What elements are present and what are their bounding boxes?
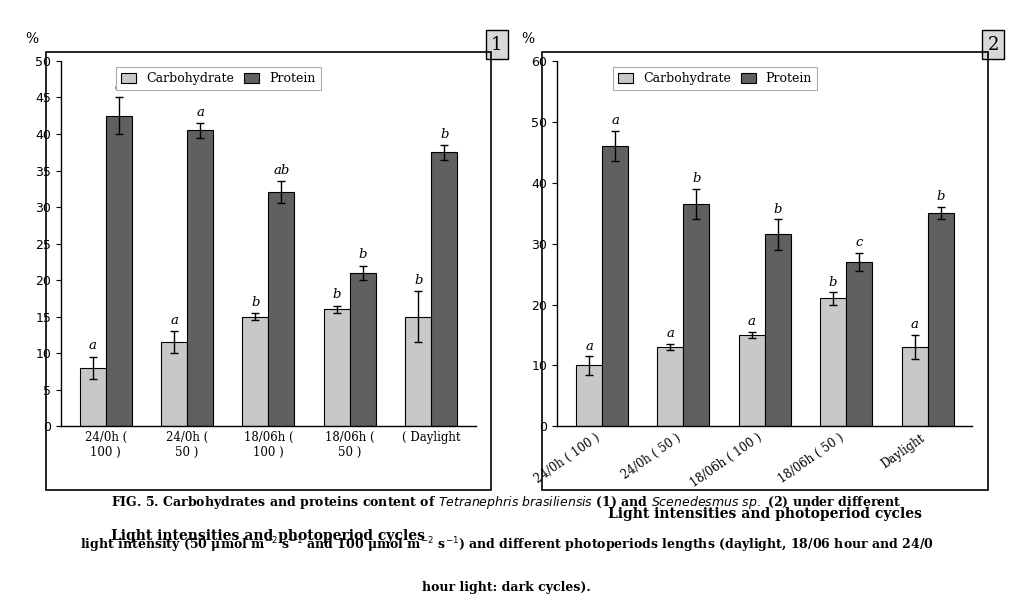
Bar bbox=[576, 365, 602, 426]
Bar bbox=[405, 317, 432, 426]
Bar bbox=[349, 273, 376, 426]
Bar bbox=[846, 262, 872, 426]
Bar bbox=[821, 298, 846, 426]
Bar bbox=[902, 347, 928, 426]
Text: c: c bbox=[856, 236, 863, 249]
Text: ab: ab bbox=[274, 164, 290, 177]
Text: b: b bbox=[332, 288, 341, 301]
Text: %: % bbox=[522, 32, 535, 46]
Text: a: a bbox=[911, 319, 919, 331]
Bar bbox=[738, 335, 765, 426]
Text: a: a bbox=[170, 314, 178, 327]
Bar bbox=[928, 213, 953, 426]
Bar bbox=[80, 368, 105, 426]
Text: b: b bbox=[829, 276, 838, 289]
Bar bbox=[324, 309, 349, 426]
Text: a: a bbox=[586, 340, 593, 353]
Text: b: b bbox=[251, 295, 259, 309]
Text: b: b bbox=[440, 127, 449, 141]
Text: Light intensities and photoperiod cycles: Light intensities and photoperiod cycles bbox=[111, 529, 425, 543]
Text: 1: 1 bbox=[491, 35, 502, 54]
Text: a: a bbox=[748, 315, 756, 328]
Text: %: % bbox=[25, 32, 38, 46]
Bar bbox=[432, 152, 457, 426]
Text: b: b bbox=[936, 191, 945, 203]
Bar bbox=[187, 130, 213, 426]
Text: b: b bbox=[359, 248, 367, 261]
Bar bbox=[657, 347, 684, 426]
Text: 2: 2 bbox=[988, 35, 999, 54]
Bar bbox=[242, 317, 268, 426]
Bar bbox=[268, 192, 295, 426]
Text: a: a bbox=[89, 339, 96, 353]
Text: a: a bbox=[611, 114, 619, 127]
Bar bbox=[765, 234, 791, 426]
Text: Light intensities and photoperiod cycles: Light intensities and photoperiod cycles bbox=[608, 507, 922, 521]
Bar bbox=[602, 146, 628, 426]
Text: b: b bbox=[414, 273, 422, 287]
Text: b: b bbox=[774, 203, 782, 216]
Legend: Carbohydrate, Protein: Carbohydrate, Protein bbox=[116, 67, 321, 90]
Text: hour light: dark cycles).: hour light: dark cycles). bbox=[422, 581, 591, 594]
Text: a: a bbox=[114, 80, 123, 93]
Text: light intensity (50 μmol m$^{-2}$ s$^{-1}$ and 100 μmol m$^{-2}$ s$^{-1}$) and d: light intensity (50 μmol m$^{-2}$ s$^{-1… bbox=[80, 535, 933, 555]
Bar bbox=[105, 116, 132, 426]
Bar bbox=[161, 342, 187, 426]
Text: a: a bbox=[667, 328, 675, 340]
Text: FIG. 5. Carbohydrates and proteins content of $\mathbf{\it{Tetranephris\ brasili: FIG. 5. Carbohydrates and proteins conte… bbox=[111, 494, 902, 511]
Text: b: b bbox=[692, 172, 701, 185]
Text: a: a bbox=[197, 105, 204, 119]
Bar bbox=[684, 204, 709, 426]
Legend: Carbohydrate, Protein: Carbohydrate, Protein bbox=[613, 67, 817, 90]
